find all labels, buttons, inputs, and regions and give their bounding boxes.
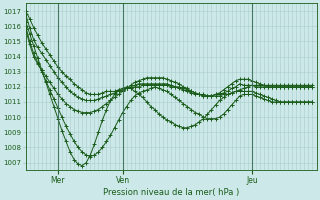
X-axis label: Pression niveau de la mer( hPa ): Pression niveau de la mer( hPa ) xyxy=(103,188,239,197)
